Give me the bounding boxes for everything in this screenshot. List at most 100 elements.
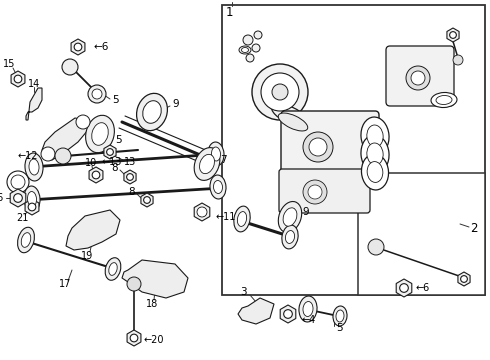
- Text: ←11: ←11: [216, 212, 236, 222]
- Ellipse shape: [362, 154, 389, 190]
- Text: 15: 15: [3, 59, 15, 69]
- Circle shape: [7, 171, 29, 193]
- Ellipse shape: [361, 117, 389, 155]
- Circle shape: [76, 115, 90, 129]
- Circle shape: [453, 55, 463, 65]
- Text: 7: 7: [220, 155, 227, 165]
- Polygon shape: [104, 145, 116, 159]
- Circle shape: [197, 207, 207, 217]
- Ellipse shape: [21, 233, 31, 247]
- Bar: [358, 173, 485, 295]
- Ellipse shape: [367, 162, 383, 183]
- Circle shape: [92, 89, 102, 99]
- Polygon shape: [71, 39, 85, 55]
- Circle shape: [55, 148, 71, 164]
- Circle shape: [127, 277, 141, 291]
- Text: 8: 8: [128, 187, 135, 197]
- Polygon shape: [89, 167, 103, 183]
- Ellipse shape: [214, 180, 222, 193]
- Text: 2: 2: [470, 221, 477, 234]
- Text: 14: 14: [28, 79, 40, 89]
- Ellipse shape: [282, 225, 298, 249]
- Ellipse shape: [234, 206, 250, 232]
- Circle shape: [284, 310, 293, 318]
- Ellipse shape: [278, 113, 308, 131]
- Circle shape: [41, 147, 55, 161]
- Text: 3: 3: [240, 287, 246, 297]
- Ellipse shape: [367, 125, 383, 147]
- Ellipse shape: [286, 230, 294, 243]
- Ellipse shape: [278, 202, 302, 233]
- Ellipse shape: [367, 143, 383, 165]
- Polygon shape: [11, 71, 25, 87]
- Circle shape: [308, 185, 322, 199]
- Text: 5: 5: [115, 135, 122, 145]
- Ellipse shape: [86, 115, 114, 153]
- Circle shape: [303, 180, 327, 204]
- Ellipse shape: [271, 104, 308, 126]
- Text: 1: 1: [226, 5, 234, 18]
- Ellipse shape: [199, 154, 215, 174]
- Text: 5: 5: [336, 323, 343, 333]
- Text: 19: 19: [81, 251, 93, 261]
- Polygon shape: [396, 279, 412, 297]
- Ellipse shape: [239, 46, 251, 54]
- Text: 9: 9: [302, 207, 309, 217]
- Ellipse shape: [27, 192, 37, 207]
- Text: ←12: ←12: [18, 151, 38, 161]
- Circle shape: [411, 71, 425, 85]
- Polygon shape: [42, 118, 88, 160]
- Text: ←13: ←13: [101, 157, 122, 167]
- Text: 17: 17: [59, 279, 71, 289]
- Polygon shape: [26, 88, 42, 120]
- Ellipse shape: [137, 93, 168, 131]
- Ellipse shape: [299, 296, 317, 322]
- Circle shape: [11, 175, 25, 189]
- Ellipse shape: [212, 147, 220, 161]
- Ellipse shape: [303, 302, 313, 316]
- FancyBboxPatch shape: [279, 169, 370, 213]
- Circle shape: [406, 66, 430, 90]
- Polygon shape: [447, 28, 459, 42]
- Ellipse shape: [431, 93, 457, 108]
- Ellipse shape: [208, 142, 224, 166]
- Polygon shape: [66, 210, 120, 250]
- Circle shape: [243, 35, 253, 45]
- Text: ←6: ←6: [416, 283, 430, 293]
- Text: 18: 18: [146, 299, 158, 309]
- Circle shape: [74, 43, 82, 51]
- Circle shape: [28, 203, 36, 211]
- Ellipse shape: [283, 208, 297, 226]
- Circle shape: [107, 149, 113, 156]
- Ellipse shape: [194, 148, 220, 180]
- Circle shape: [461, 276, 467, 282]
- Ellipse shape: [336, 310, 344, 322]
- FancyBboxPatch shape: [281, 111, 379, 181]
- Circle shape: [252, 44, 260, 52]
- Circle shape: [88, 85, 106, 103]
- Circle shape: [246, 54, 254, 62]
- Ellipse shape: [242, 48, 248, 53]
- Ellipse shape: [109, 263, 117, 275]
- Circle shape: [272, 84, 288, 100]
- Circle shape: [261, 73, 299, 111]
- Polygon shape: [238, 298, 274, 324]
- Text: 13: 13: [124, 157, 136, 167]
- Text: ←4: ←4: [302, 315, 316, 325]
- Ellipse shape: [105, 258, 121, 280]
- Circle shape: [309, 138, 327, 156]
- Bar: [222, 5, 485, 295]
- Ellipse shape: [18, 227, 34, 253]
- Text: 21: 21: [16, 213, 28, 223]
- Ellipse shape: [333, 306, 347, 326]
- Circle shape: [450, 32, 456, 39]
- Circle shape: [303, 132, 333, 162]
- Text: ←20: ←20: [144, 335, 165, 345]
- FancyBboxPatch shape: [386, 46, 454, 106]
- Ellipse shape: [29, 159, 39, 175]
- Polygon shape: [124, 170, 136, 184]
- Ellipse shape: [237, 212, 246, 226]
- Text: 10: 10: [85, 158, 97, 168]
- Polygon shape: [122, 260, 188, 298]
- Polygon shape: [280, 305, 296, 323]
